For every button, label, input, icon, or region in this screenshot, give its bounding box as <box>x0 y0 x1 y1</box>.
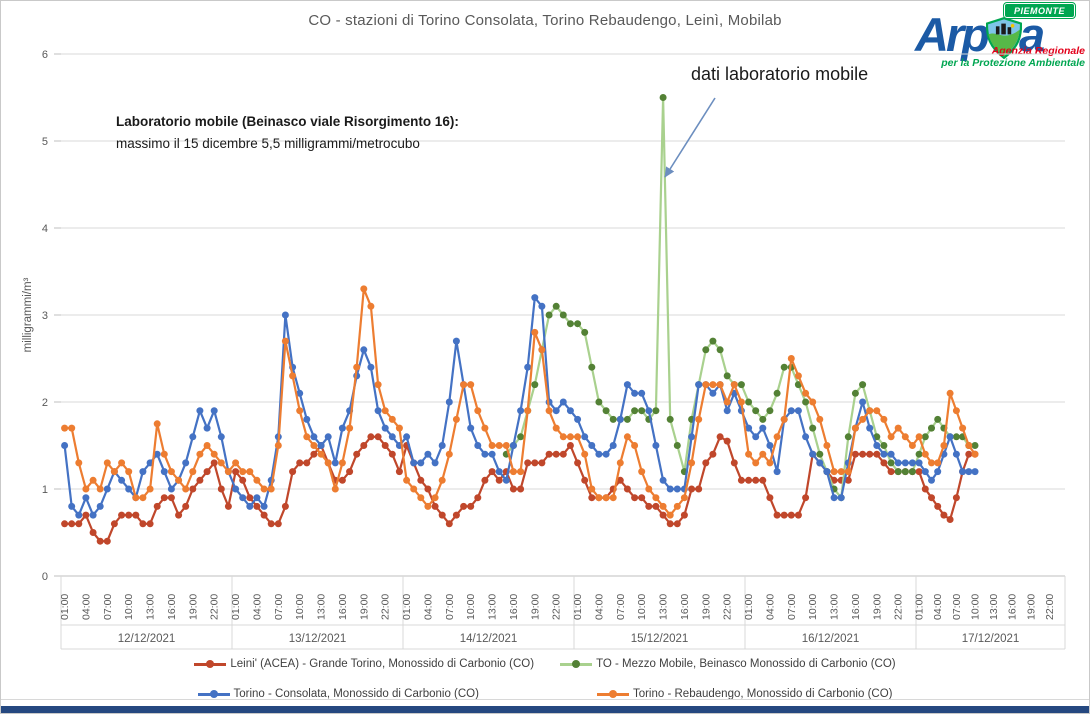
legend-label: TO - Mezzo Mobile, Beinasco Monossido di… <box>596 658 896 670</box>
x-hour-tick-label: 13:00 <box>316 594 328 620</box>
x-hour-tick-label: 07:00 <box>786 594 798 620</box>
logo-tagline-2: per la Protezione Ambientale <box>941 57 1085 69</box>
x-hour-tick-label: 19:00 <box>358 594 370 620</box>
x-hour-tick-label: 19:00 <box>529 594 541 620</box>
y-tick-label: 5 <box>42 136 48 148</box>
legend-item: Leini' (ACEA) - Grande Torino, Monossido… <box>194 658 534 670</box>
annotation-note: Laboratorio mobile (Beinasco viale Risor… <box>116 111 459 156</box>
x-hour-tick-label: 01:00 <box>572 594 584 620</box>
x-hour-tick-label: 19:00 <box>187 594 199 620</box>
x-hour-tick-label: 13:00 <box>988 594 1000 620</box>
x-day-label: 17/12/2021 <box>962 633 1020 645</box>
callout-label: dati laboratorio mobile <box>691 64 869 84</box>
x-hour-tick-label: 19:00 <box>1025 594 1037 620</box>
x-hour-tick-label: 13:00 <box>658 594 670 620</box>
x-hour-tick-label: 04:00 <box>251 594 263 620</box>
legend-item: Torino - Consolata, Monossido di Carboni… <box>197 688 479 700</box>
y-tick-label: 0 <box>42 571 48 583</box>
x-hour-tick-label: 01:00 <box>743 594 755 620</box>
legend-swatch <box>596 688 629 700</box>
x-hour-tick-label: 01:00 <box>230 594 242 620</box>
x-hour-tick-label: 13:00 <box>145 594 157 620</box>
series-3 <box>61 285 979 519</box>
x-hour-tick-label: 01:00 <box>914 594 926 620</box>
x-hour-tick-label: 04:00 <box>422 594 434 620</box>
x-hour-tick-label: 04:00 <box>932 594 944 620</box>
x-hour-tick-label: 07:00 <box>273 594 285 620</box>
x-hour-tick-label: 13:00 <box>487 594 499 620</box>
legend-item: Torino - Rebaudengo, Monossido di Carbon… <box>596 688 893 700</box>
arpa-shield-icon <box>985 17 1022 59</box>
page-title: CO - stazioni di Torino Consolata, Torin… <box>308 12 782 29</box>
x-hour-tick-label: 04:00 <box>593 594 605 620</box>
x-hour-tick-label: 22:00 <box>893 594 905 620</box>
y-tick-label: 1 <box>42 484 48 496</box>
arpa-wordmark-post: a <box>1018 8 1045 61</box>
legend-label: Torino - Rebaudengo, Monossido di Carbon… <box>632 688 893 700</box>
arpa-wordmark-pre: Arp <box>915 8 990 61</box>
x-hour-tick-label: 10:00 <box>807 594 819 620</box>
x-hour-tick-label: 16:00 <box>508 594 520 620</box>
legend-swatch <box>197 688 230 700</box>
x-hour-tick-label: 07:00 <box>102 594 114 620</box>
x-hour-tick-label: 22:00 <box>551 594 563 620</box>
x-day-label: 13/12/2021 <box>289 633 347 645</box>
legend-label: Torino - Consolata, Monossido di Carboni… <box>233 688 479 700</box>
legend-swatch <box>560 658 593 670</box>
y-tick-label: 4 <box>42 223 48 235</box>
x-hour-tick-label: 01:00 <box>401 594 413 620</box>
x-hour-tick-label: 10:00 <box>970 594 982 620</box>
x-day-label: 16/12/2021 <box>802 633 860 645</box>
legend-row-1: Leini' (ACEA) - Grande Torino, Monossido… <box>1 649 1089 679</box>
footer-bar <box>1 706 1089 713</box>
x-hour-tick-label: 07:00 <box>951 594 963 620</box>
legend-label: Leini' (ACEA) - Grande Torino, Monossido… <box>230 658 535 670</box>
arpa-piemonte-logo: Arp a PIEMONTE Agenzia Regionale per la P… <box>915 2 1085 73</box>
plot-graphics: 0 1 2 3 4 5 6 01:00 04:00 07:00 10:00 13:00 16:00 19:… <box>42 49 1066 650</box>
x-hour-tick-label: 01:00 <box>59 594 71 620</box>
legend-item: TO - Mezzo Mobile, Beinasco Monossido di… <box>560 658 896 670</box>
x-hour-tick-label: 19:00 <box>700 594 712 620</box>
x-hour-tick-label: 07:00 <box>615 594 627 620</box>
x-hour-tick-label: 16:00 <box>850 594 862 620</box>
y-tick-label: 6 <box>42 49 48 61</box>
x-hour-tick-label: 13:00 <box>829 594 841 620</box>
annotation-note-line1: Laboratorio mobile (Beinasco viale Risor… <box>116 114 459 129</box>
x-hour-tick-label: 07:00 <box>444 594 456 620</box>
x-hour-tick-label: 04:00 <box>764 594 776 620</box>
piemonte-badge: PIEMONTE <box>1002 2 1077 19</box>
x-hour-tick-label: 10:00 <box>465 594 477 620</box>
legend-swatch <box>194 658 227 670</box>
x-hour-tick-label: 22:00 <box>209 594 221 620</box>
annotation-note-line2: massimo il 15 dicembre 5,5 milligrammi/m… <box>116 136 420 152</box>
x-hour-tick-label: 16:00 <box>679 594 691 620</box>
x-hour-tick-label: 10:00 <box>294 594 306 620</box>
callout-arrow <box>664 97 716 178</box>
y-axis-title: milligrammi/m³ <box>22 277 34 352</box>
x-hour-tick-label: 10:00 <box>636 594 648 620</box>
series-2 <box>61 294 979 519</box>
x-hour-tick-label: 22:00 <box>380 594 392 620</box>
x-day-label: 14/12/2021 <box>460 633 518 645</box>
x-hour-tick-label: 22:00 <box>722 594 734 620</box>
x-hour-tick-label: 16:00 <box>166 594 178 620</box>
x-day-label: 12/12/2021 <box>118 633 176 645</box>
x-hour-tick-label: 10:00 <box>123 594 135 620</box>
x-axis: 01:00 04:00 07:00 10:00 13:00 16:00 19:00 22:00… <box>59 575 1066 650</box>
x-hour-tick-label: 04:00 <box>80 594 92 620</box>
footer-divider <box>1 699 1089 700</box>
y-tick-label: 2 <box>42 397 48 409</box>
x-hour-tick-label: 16:00 <box>337 594 349 620</box>
legend-row-2: Torino - Consolata, Monossido di Carboni… <box>1 679 1089 709</box>
x-hour-tick-label: 22:00 <box>1044 594 1056 620</box>
x-hour-tick-label: 19:00 <box>871 594 883 620</box>
y-tick-label: 3 <box>42 310 48 322</box>
x-day-label: 15/12/2021 <box>631 633 689 645</box>
x-hour-tick-label: 16:00 <box>1007 594 1019 620</box>
chart-legend: Leini' (ACEA) - Grande Torino, Monossido… <box>1 649 1089 709</box>
arpa-wordmark: Arp a <box>915 8 1045 61</box>
